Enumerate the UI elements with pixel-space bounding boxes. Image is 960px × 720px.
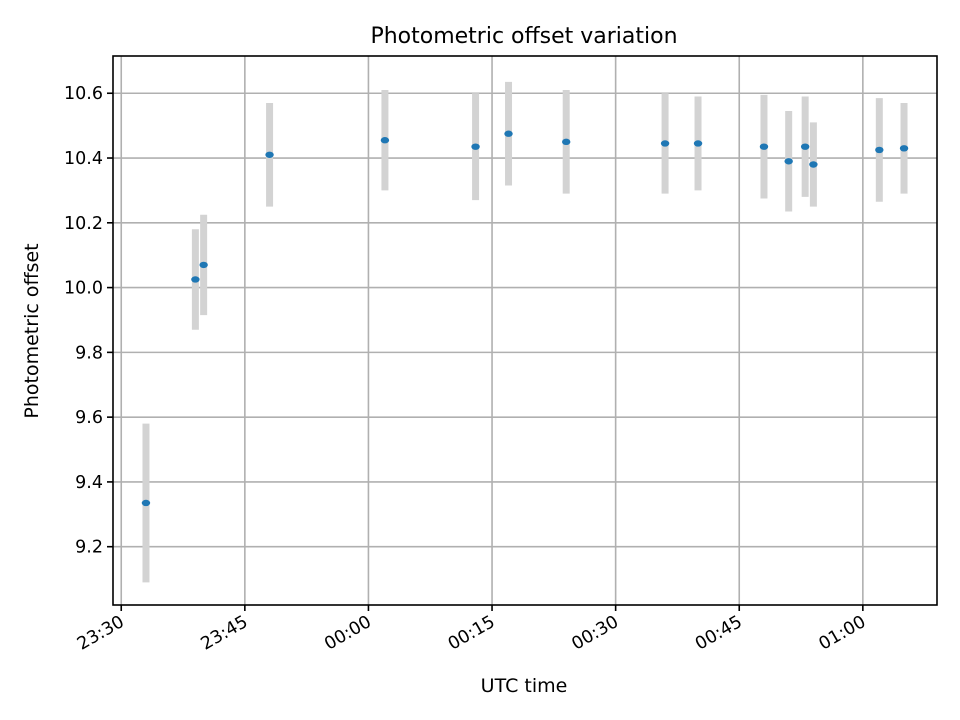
- data-point: [191, 276, 200, 283]
- data-point: [784, 158, 793, 165]
- data-point: [380, 137, 390, 144]
- data-point: [660, 140, 670, 147]
- data-point: [265, 151, 274, 158]
- grid-layer: [113, 56, 937, 605]
- data-point: [800, 143, 810, 150]
- data-point: [899, 145, 909, 152]
- y-tick-label: 9.8: [75, 343, 103, 363]
- y-axis-label: Photometric offset: [21, 243, 43, 418]
- data-point: [504, 130, 513, 137]
- data-point: [809, 161, 818, 168]
- x-axis-label: UTC time: [481, 675, 568, 697]
- data-point: [199, 261, 208, 269]
- data-point: [693, 140, 703, 147]
- y-tick-label: 9.2: [75, 538, 103, 558]
- data-point: [141, 499, 151, 507]
- point-layer: [141, 130, 909, 507]
- y-tick-label: 9.4: [75, 473, 103, 493]
- y-tick-label: 10.0: [64, 279, 103, 299]
- data-point: [759, 143, 769, 150]
- y-tick-label: 10.6: [64, 84, 103, 104]
- y-tick-label: 10.4: [64, 149, 103, 169]
- data-point: [875, 146, 884, 154]
- data-point: [562, 138, 571, 146]
- data-point: [471, 143, 480, 150]
- plot-frame: [112, 55, 938, 606]
- y-tick-label: 10.2: [64, 214, 103, 234]
- y-tick-label: 9.6: [75, 408, 103, 428]
- chart-title: Photometric offset variation: [370, 24, 677, 49]
